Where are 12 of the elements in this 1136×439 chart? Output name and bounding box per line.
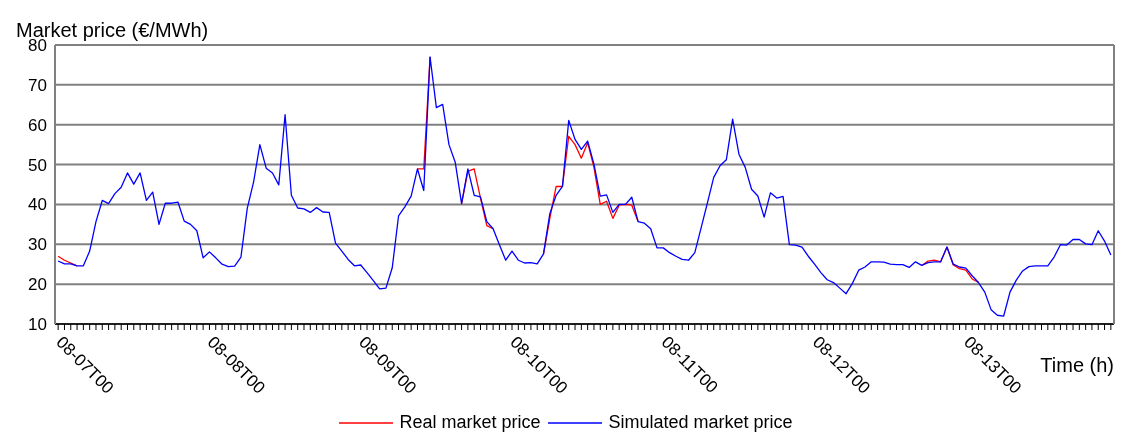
legend-label: Real market price xyxy=(399,412,541,433)
y-tick-label: 60 xyxy=(28,115,47,135)
y-tick-label: 10 xyxy=(28,315,47,335)
line-series xyxy=(57,56,1112,317)
x-axis-title: Time (h) xyxy=(1040,354,1114,376)
y-tick-label: 20 xyxy=(28,275,47,295)
legend-label: Simulated market price xyxy=(608,412,793,433)
y-tick-label: 70 xyxy=(28,75,47,95)
y-tick-label: 80 xyxy=(28,36,47,56)
y-tick-label: 50 xyxy=(28,155,47,175)
y-tick-label: 40 xyxy=(28,195,47,215)
y-tick-label: 30 xyxy=(28,235,47,255)
